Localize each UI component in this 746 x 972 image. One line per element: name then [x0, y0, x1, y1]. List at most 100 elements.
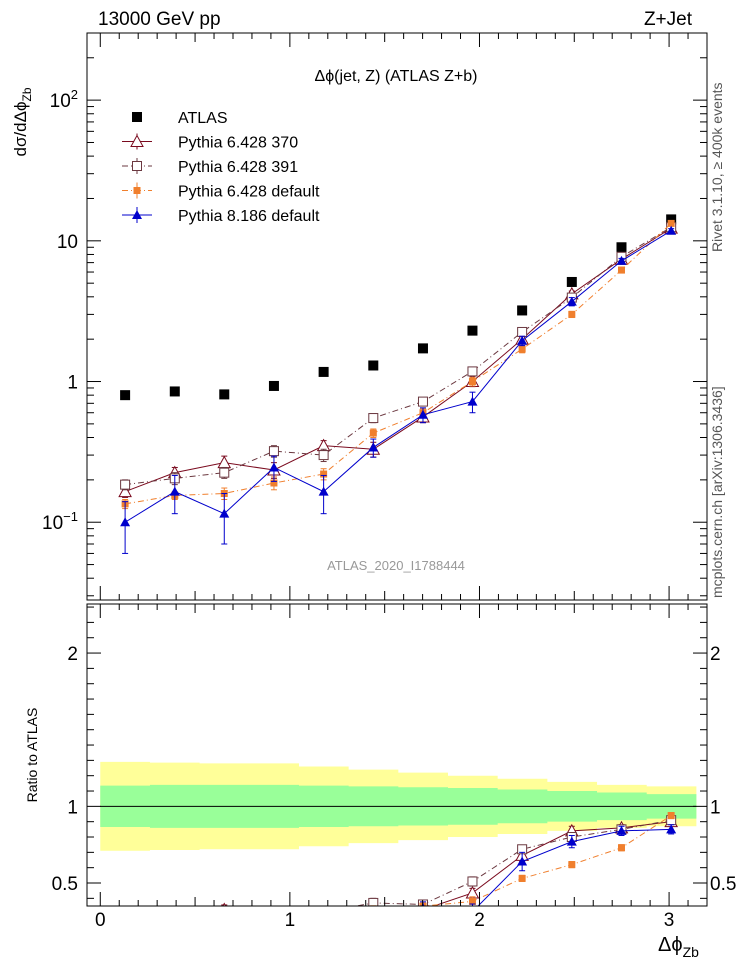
- ratio-p6_370-point: [222, 902, 227, 906]
- rivet-side-label: Rivet 3.1.10, ≥ 400k events: [709, 82, 725, 252]
- ratio-x-tick-label: 0: [95, 910, 106, 931]
- ratio-y-tick-label-right: 0.5: [710, 874, 736, 895]
- ratio-p6_default-point: [270, 925, 277, 932]
- main-atlas-point: [318, 366, 329, 377]
- main-p6_370-line: [124, 227, 672, 493]
- main-p8_default-point: [666, 225, 677, 235]
- ratio-y-axis-label: Ratio to ATLAS: [24, 708, 40, 803]
- main-p6_default-point: [617, 266, 625, 274]
- svg-text:dσ/dΔϕZb: dσ/dΔϕZb: [11, 87, 34, 156]
- main-p6_370-point: [118, 484, 132, 498]
- ratio-p6_391-point: [319, 908, 328, 917]
- main-atlas-point: [368, 360, 379, 371]
- main-y-label-main: dσ/dΔϕ: [11, 102, 30, 157]
- main-p8_default-line: [124, 230, 672, 523]
- legend-label-p6_370: Pythia 6.428 370: [178, 135, 298, 152]
- ratio-x-tick-label: 1: [285, 910, 296, 931]
- energy-label: 13000 GeV pp: [98, 9, 221, 30]
- ratio-p6_370-line: [432, 821, 672, 906]
- main-axes: 10−1 1 10 102: [42, 32, 708, 600]
- main-watermark: ATLAS_2020_I1788444: [327, 558, 465, 573]
- main-title: Δϕ(jet, Z) (ATLAS Z+b): [315, 68, 478, 85]
- ratio-axes: 0.5 0.5 1 1 2 2 0 1 2 3: [52, 604, 736, 931]
- legend-label-p8_default: Pythia 8.186 default: [178, 208, 320, 225]
- main-p8_default-point: [467, 396, 478, 406]
- main-p6_391-point: [318, 450, 329, 461]
- main-atlas-point: [467, 325, 478, 336]
- ratio-p6_default-point: [468, 897, 476, 905]
- main-p6_391-point: [268, 446, 279, 457]
- ratio-p6_391-point: [467, 876, 478, 887]
- legend-label-atlas: ATLAS: [178, 110, 228, 127]
- main-p6_370-point: [217, 455, 232, 469]
- main-y-tick-label: 1: [67, 373, 78, 394]
- main-y-tick-label: 102: [50, 87, 78, 112]
- ratio-p6_default-point: [617, 844, 625, 852]
- main-p6_391-point: [219, 467, 230, 478]
- ratio-x-tick-label: 2: [474, 910, 485, 931]
- main-p6_default-point: [270, 479, 278, 487]
- ratio-p6_391-point: [170, 918, 179, 927]
- main-p8_default-point: [120, 517, 131, 527]
- ratio-p6_default-point: [667, 812, 675, 820]
- ratio-y-tick-label-left: 2: [67, 644, 78, 665]
- main-atlas-point: [517, 305, 528, 316]
- ratio-p6_default-point: [320, 927, 327, 934]
- ratio-p8_default-point: [170, 925, 180, 934]
- main-panel: 10−1 1 10 102 Δϕ(jet, Z) (ATLAS Z+b) ATLAS_…: [11, 32, 708, 601]
- main-p6_default-point: [667, 219, 675, 227]
- mcplots-side-label: mcplots.cern.ch [arXiv:1306.3436]: [709, 386, 725, 598]
- ratio-p6_default-point: [568, 861, 576, 869]
- ratio-p8_default-point: [616, 825, 627, 835]
- main-atlas-point: [666, 214, 677, 225]
- main-p6_default-point: [568, 310, 576, 318]
- main-p6_391-point: [467, 366, 478, 377]
- main-atlas-point: [169, 386, 180, 397]
- ratio-p6_370-point: [268, 915, 280, 926]
- main-atlas-point: [616, 242, 627, 253]
- main-p8_default-point: [517, 335, 528, 345]
- main-p6_default-point: [320, 470, 328, 478]
- main-p8_default-point: [417, 409, 428, 419]
- ratio-p8_default-point: [120, 935, 130, 944]
- ratio-p6_370-point: [367, 915, 379, 926]
- ratio-p6_391-line: [353, 819, 672, 906]
- main-p6_391-point: [120, 479, 131, 490]
- ratio-p6_370-point: [318, 908, 330, 919]
- ratio-p6_391-point: [368, 897, 379, 906]
- main-p6_391-point: [368, 413, 379, 424]
- ratio-p8_default-point: [368, 914, 378, 923]
- main-p8_default-point: [566, 296, 577, 306]
- main-frame: [86, 32, 708, 601]
- main-atlas-point: [417, 343, 428, 354]
- main-p8_default-point: [368, 442, 379, 452]
- main-y-tick-label: 10: [57, 232, 78, 253]
- ratio-p6_default-point: [122, 930, 129, 937]
- legend-marker-p8_default: [132, 210, 142, 219]
- legend-marker-p6_391: [132, 161, 142, 171]
- x-label-main: Δϕ: [658, 934, 683, 956]
- ratio-p8_default-point: [319, 933, 329, 942]
- ratio-data-layer: [120, 811, 679, 944]
- main-p6_default-line: [125, 223, 672, 505]
- ratio-p8_default-point: [219, 933, 229, 942]
- ratio-x-tick-label: 3: [664, 910, 675, 931]
- ratio-p8_default-line: [477, 828, 672, 906]
- ratio-p6_default-point: [171, 928, 178, 935]
- ratio-p6_391-point: [220, 912, 229, 921]
- legend-marker-atlas: [132, 112, 142, 122]
- ratio-p6_default-point: [518, 874, 526, 882]
- main-p6_default-point: [369, 429, 377, 437]
- main-p6_391-line: [125, 226, 672, 486]
- ratio-panel: 0.5 0.5 1 1 2 2 0 1 2 3 Ratio to ATLAS ΔϕZb: [24, 603, 736, 960]
- main-y-label-sub: Zb: [20, 87, 34, 101]
- legend-item-p6_default: Pythia 6.428 default: [122, 182, 320, 201]
- ratio-p6_391-point: [121, 920, 130, 929]
- process-label: Z+Jet: [644, 9, 693, 30]
- ratio-p6_default-point: [221, 926, 228, 933]
- ratio-p6_370-point: [169, 913, 181, 924]
- main-atlas-point: [566, 276, 577, 287]
- legend-item-atlas: ATLAS: [132, 110, 228, 127]
- main-p6_391-point: [417, 396, 428, 407]
